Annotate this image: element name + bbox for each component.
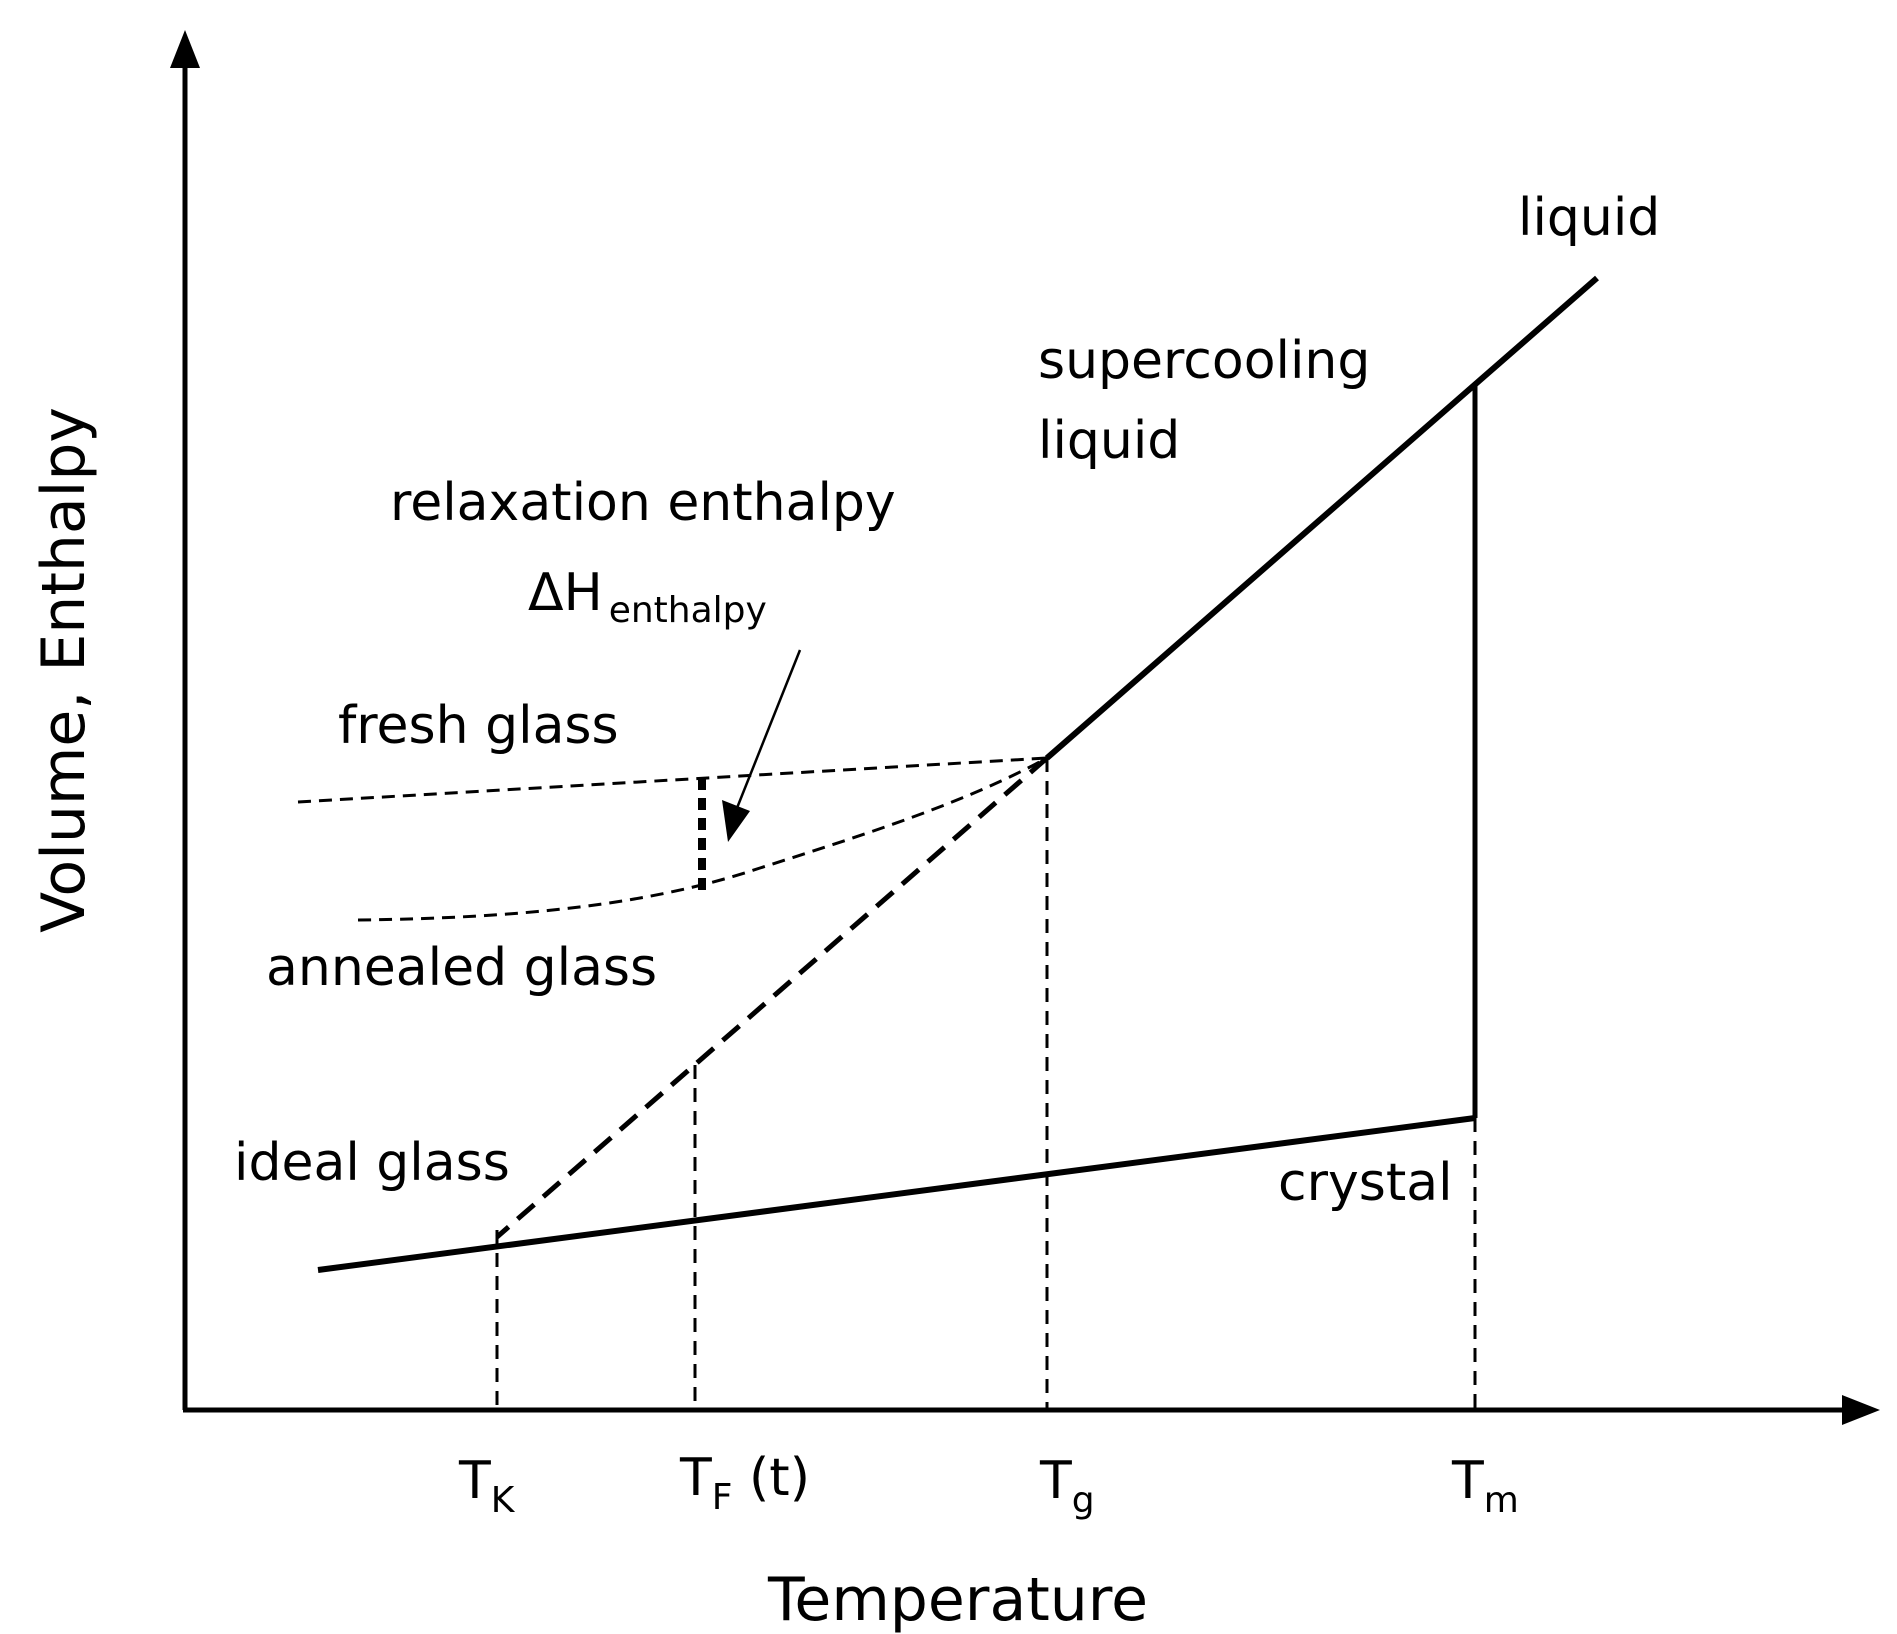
label-liquid: liquid (1518, 188, 1660, 248)
axis-titles: Temperature Volume, Enthalpy (29, 407, 1148, 1634)
tick-label-tk: TK (458, 1451, 516, 1521)
y-axis-title: Volume, Enthalpy (29, 407, 99, 933)
label-fresh-glass: fresh glass (338, 696, 619, 756)
relaxation-arrow-head (722, 800, 750, 842)
axes (170, 30, 1880, 1425)
tick-labels: TK TF (t) Tg Tm (458, 1448, 1519, 1521)
relaxation-arrow-shaft (735, 649, 802, 809)
liquid-supercooling-line (1045, 275, 1599, 761)
solid-curves (317, 275, 1599, 1273)
fresh-glass-line (297, 756, 1048, 804)
tick-label-tg: Tg (1039, 1451, 1095, 1521)
label-ideal-glass: ideal glass (234, 1133, 510, 1193)
annealed-glass-curve (357, 756, 1048, 922)
label-supercooling-liquid: liquid (1038, 411, 1180, 471)
dashed-curves (297, 756, 1477, 1410)
label-crystal: crystal (1278, 1153, 1453, 1213)
tick-label-tf: TF (t) (679, 1448, 810, 1518)
supercooled-extrapolation-line (495, 756, 1049, 1239)
label-relaxation-enthalpy: relaxation enthalpy (390, 473, 896, 533)
label-annealed-glass: annealed glass (266, 938, 657, 998)
relaxation-arrow (722, 649, 802, 842)
tick-label-tm: Tm (1451, 1451, 1519, 1521)
crystal-line (317, 1115, 1476, 1273)
curve-labels: liquid supercooling liquid relaxation en… (234, 188, 1660, 1213)
x-axis-arrowhead (1842, 1395, 1880, 1425)
x-axis-title: Temperature (767, 1565, 1148, 1634)
label-supercooling: supercooling (1038, 331, 1370, 391)
y-axis-arrowhead (170, 30, 200, 68)
label-delta-h: ΔH enthalpy (528, 563, 767, 631)
